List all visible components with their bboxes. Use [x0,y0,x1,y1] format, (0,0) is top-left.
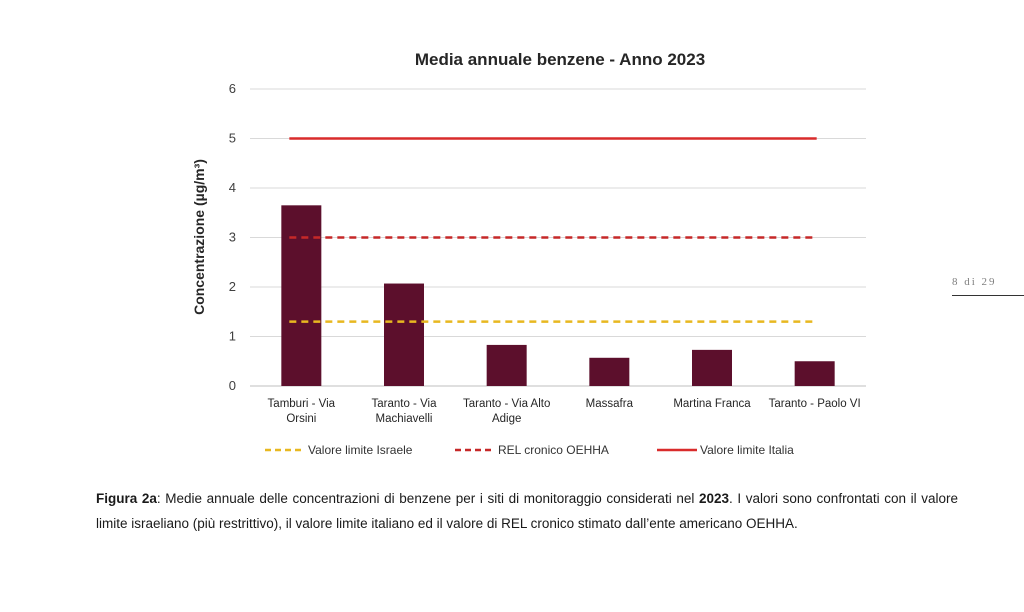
chart-title: Media annuale benzene - Anno 2023 [415,50,705,69]
caption-text-1: : Medie annuale delle concentrazioni di … [156,491,699,506]
legend-label: Valore limite Italia [700,443,794,457]
x-tick-label: Taranto - Paolo VI [769,398,861,410]
y-axis-label: Concentrazione (µg/m³) [191,159,207,315]
y-tick-label: 2 [229,279,236,294]
bar [794,361,835,386]
bars [281,205,835,386]
legend-label: Valore limite Israele [308,443,413,457]
y-axis-ticks: 0 1 2 3 4 5 6 [229,81,236,393]
bar [589,357,630,386]
x-tick-label: Orsini [286,413,316,425]
y-tick-label: 5 [229,131,236,146]
x-tick-label: Massafra [586,398,634,410]
legend-label: REL cronico OEHHA [498,443,609,457]
caption-text-2: . I valori sono confrontati con il valor… [96,491,958,531]
y-tick-label: 3 [229,230,236,245]
caption-label: Figura 2a [96,491,157,506]
y-tick-label: 0 [229,378,236,393]
y-tick-label: 4 [229,180,236,195]
reference-lines [289,137,817,323]
y-tick-label: 6 [229,81,236,96]
x-tick-label: Martina Franca [673,398,751,410]
bar [281,205,322,386]
legend: Valore limite Israele REL cronico OEHHA Va… [265,443,794,457]
x-tick-label: Adige [492,413,521,425]
bar [384,283,424,386]
page-number: 8 di 29 [952,276,1024,296]
bar [692,349,732,386]
benzene-chart: Media annuale benzene - Anno 2023 0 1 2 3 4 5… [191,50,866,457]
caption-year: 2023 [698,491,730,506]
figure-caption: Figura 2a: Medie annuale delle concentra… [96,486,958,536]
x-axis-categories: Tamburi - Via Orsini Taranto - Via Machiave… [268,398,861,425]
y-tick-label: 1 [229,329,236,344]
x-tick-label: Taranto - Via Alto [463,398,550,410]
x-tick-label: Taranto - Via [372,398,438,410]
x-tick-label: Tamburi - Via [268,398,336,410]
x-tick-label: Machiavelli [376,413,433,425]
bar [486,344,527,386]
